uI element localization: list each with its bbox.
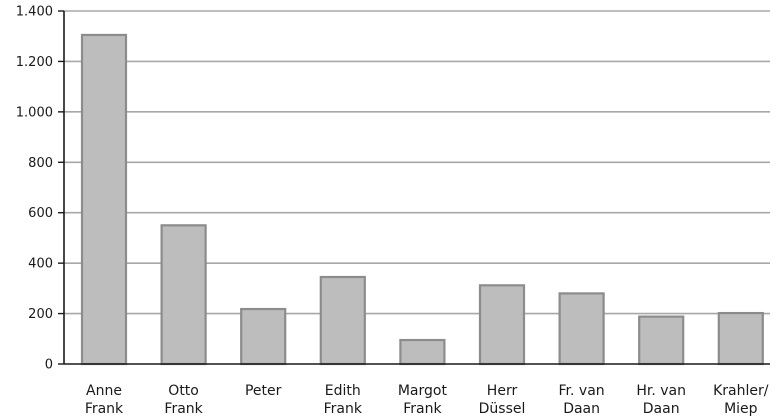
bar xyxy=(240,307,287,366)
bar xyxy=(717,311,764,366)
bar xyxy=(399,338,446,366)
x-category-label: Frank xyxy=(85,401,124,417)
y-tick-label: 400 xyxy=(28,257,53,272)
x-category-label: Fr. van xyxy=(559,383,605,399)
y-tick-label: 200 xyxy=(28,307,53,322)
y-tick-label: 1.400 xyxy=(16,5,53,20)
axes xyxy=(58,10,770,365)
x-category-label: Otto xyxy=(168,383,199,399)
y-tick-label: 1.000 xyxy=(16,105,53,120)
bar xyxy=(319,275,366,366)
bar xyxy=(558,292,605,366)
bar xyxy=(478,284,526,366)
bar xyxy=(638,315,685,366)
y-tick-label: 0 xyxy=(45,358,53,373)
x-category-label: Peter xyxy=(245,383,282,399)
x-category-label: Hr. van xyxy=(636,383,686,399)
y-tick-label: 1.200 xyxy=(16,55,53,70)
bar xyxy=(80,33,128,366)
x-category-label: Krahler/ xyxy=(713,383,769,399)
x-category-label: Miep xyxy=(724,401,758,417)
bar xyxy=(160,224,207,366)
x-category-label: Margot xyxy=(398,383,448,399)
x-category-label: Anne xyxy=(86,383,122,399)
x-category-label: Frank xyxy=(164,401,203,417)
y-tick-label: 800 xyxy=(28,156,53,171)
x-category-labels: Anne Frank Otto Frank Peter Edith Frank Margot F… xyxy=(85,383,769,417)
x-category-label: Daan xyxy=(563,401,600,417)
x-category-label: Frank xyxy=(403,401,442,417)
x-category-label: Frank xyxy=(324,401,363,417)
y-tick-labels: 0 200 400 600 800 1.000 1.200 1.400 xyxy=(16,5,53,373)
x-category-label: Herr xyxy=(487,383,518,399)
x-category-label: Edith xyxy=(325,383,361,399)
x-category-label: Düssel xyxy=(479,401,526,417)
bars xyxy=(80,33,764,366)
y-tick-label: 600 xyxy=(28,206,53,221)
x-category-label: Daan xyxy=(643,401,680,417)
